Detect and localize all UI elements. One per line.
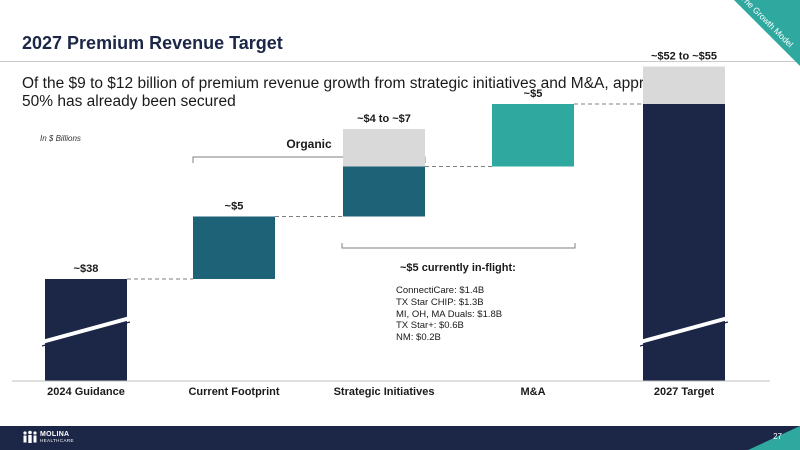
bar [492, 104, 574, 167]
inflight-bracket [341, 243, 576, 249]
waterfall-chart: Organic ~$38 ~$5 ~$4 to ~$7 ~$5 ~$52 to ~$55… [12, 51, 770, 398]
inflight-item: TX Star CHIP: $1.3B [396, 296, 484, 308]
bar-value-label: ~$38 [74, 263, 99, 275]
category-tick-label: Strategic Initiatives [334, 386, 435, 398]
bar-value-label: ~$52 to ~$55 [651, 51, 717, 63]
bar [193, 216, 275, 279]
footer-accent [748, 426, 800, 450]
inflight-item: NM: $0.2B [396, 332, 441, 344]
bar-value-label: ~$5 [225, 201, 244, 213]
category-tick-label: Current Footprint [188, 386, 279, 398]
page-number: 27 [773, 432, 782, 441]
bar-range [643, 66, 725, 104]
inflight-item: ConnectiCare: $1.4B [396, 285, 485, 296]
molina-logo-icon [23, 430, 37, 443]
inflight-item: MI, OH, MA Duals: $1.8B [396, 308, 503, 320]
category-tick-label: 2024 Guidance [47, 386, 125, 398]
axis-break-line [639, 321, 729, 347]
bar [643, 104, 725, 381]
axis-break-mark [41, 316, 131, 344]
bar-value-label: ~$5 [524, 88, 543, 100]
slide-subtitle: Of the $9 to $12 billion of premium reve… [22, 75, 710, 110]
inflight-list: ConnectiCare: $1.4B TX Star CHIP: $1.3B MI… [396, 285, 502, 344]
inflight-item: TX Star+: $0.6B [396, 320, 464, 332]
logo-subtitle: HEALTHCARE [40, 438, 74, 443]
bar [343, 166, 425, 217]
inflight-heading: ~$5 currently in-flight: [400, 262, 516, 274]
title-divider [0, 61, 800, 62]
organic-bracket-label: Organic [286, 137, 332, 151]
axis-break-line [41, 321, 131, 347]
axis-break-mark [639, 316, 729, 344]
bar-range [343, 129, 425, 167]
units-note: In $ Billions [40, 134, 81, 143]
logo-name: MOLINA [40, 431, 70, 438]
bar-value-label: ~$4 to ~$7 [357, 113, 411, 125]
page-title: 2027 Premium Revenue Target [22, 33, 283, 53]
molina-logo: MOLINA HEALTHCARE [22, 430, 112, 446]
category-tick-label: M&A [520, 386, 545, 398]
growth-model-corner-badge [734, 0, 800, 66]
category-tick-label: 2027 Target [654, 386, 715, 398]
footer-bar [0, 426, 800, 450]
